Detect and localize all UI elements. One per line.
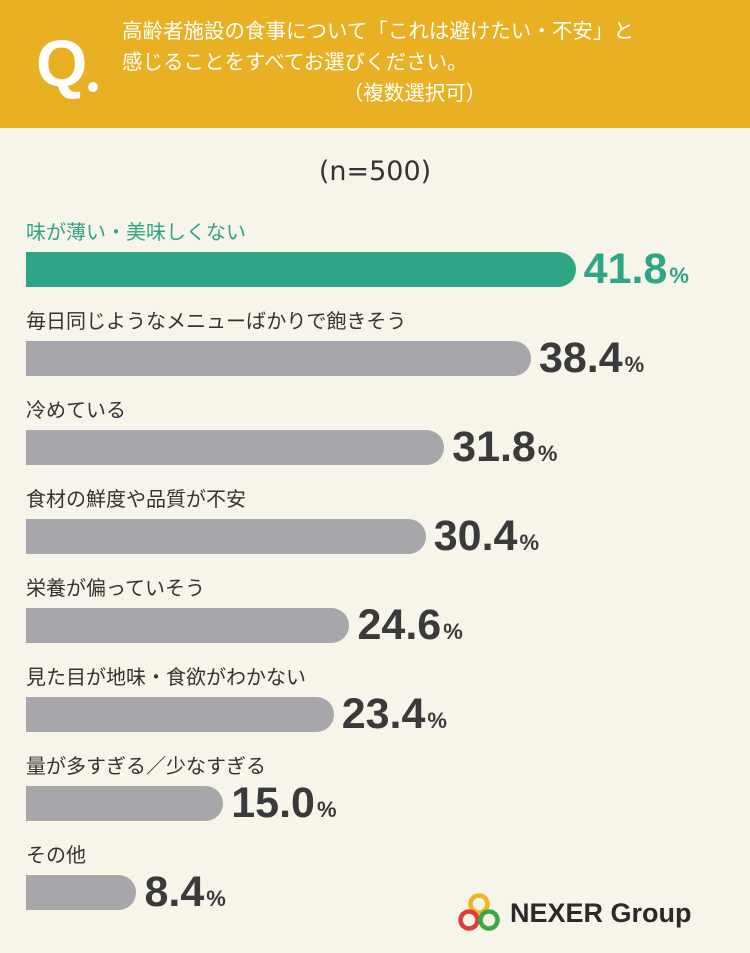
question-header: Q 高齢者施設の食事について「これは避けたい・不安」と 感じることをすべてお選び…: [0, 0, 750, 128]
value-number: 38.4: [538, 334, 623, 382]
question-mark-dot: [88, 82, 98, 92]
bar: [26, 341, 531, 376]
value-number: 8.4: [144, 868, 205, 916]
value-label: 15.0%: [231, 782, 336, 831]
category-label: 見た目が地味・食欲がわかない: [26, 665, 306, 689]
bar: [26, 697, 334, 732]
category-label: 冷めている: [26, 398, 126, 422]
value-number: 15.0: [231, 779, 315, 827]
bar: [26, 608, 350, 643]
value-unit: %: [206, 886, 226, 911]
category-label: 量が多すぎる／少なすぎる: [26, 754, 266, 778]
question-line-3: （複数選択可）: [342, 81, 487, 105]
value-unit: %: [624, 352, 645, 377]
question-line-2: 感じることをすべてお選びください。: [122, 50, 468, 74]
category-label: その他: [26, 843, 86, 867]
value-unit: %: [669, 263, 689, 288]
value-unit: %: [316, 797, 337, 822]
brand-logo: NEXER Group: [456, 890, 692, 936]
category-label: 栄養が偏っていそう: [26, 576, 205, 600]
bar: [26, 519, 426, 554]
sample-size: (n=500): [318, 156, 432, 187]
value-label: 31.8%: [452, 426, 557, 475]
value-label: 24.6%: [357, 604, 462, 653]
question-mark: Q: [36, 26, 88, 100]
bar: [26, 430, 445, 465]
value-number: 30.4: [433, 512, 518, 560]
bar: [26, 875, 137, 910]
value-label: 8.4%: [144, 871, 225, 920]
category-label: 味が薄い・美味しくない: [26, 220, 246, 244]
nexer-logo-icon: [458, 893, 500, 931]
value-unit: %: [537, 441, 558, 466]
value-number: 23.4: [341, 690, 426, 738]
category-label: 毎日同じようなメニューばかりで飽きそう: [26, 309, 407, 333]
question-line-1: 高齢者施設の食事について「これは避けたい・不安」と: [122, 19, 634, 43]
brand-name: NEXER Group: [510, 897, 692, 928]
value-label: 38.4%: [539, 337, 644, 386]
value-unit: %: [427, 708, 447, 733]
value-number: 41.8: [583, 245, 668, 293]
value-label: 30.4%: [434, 515, 539, 564]
value-label: 23.4%: [342, 693, 447, 742]
value-number: 31.8: [452, 423, 536, 471]
question-text: 高齢者施設の食事について「これは避けたい・不安」と 感じることをすべてお選びくだ…: [122, 16, 732, 109]
value-unit: %: [519, 530, 540, 555]
value-unit: %: [443, 619, 463, 644]
value-number: 24.6: [357, 601, 442, 649]
category-label: 食材の鮮度や品質が不安: [26, 487, 246, 511]
value-label: 41.8%: [584, 248, 689, 297]
bar: [26, 786, 224, 821]
bar: [26, 252, 576, 287]
